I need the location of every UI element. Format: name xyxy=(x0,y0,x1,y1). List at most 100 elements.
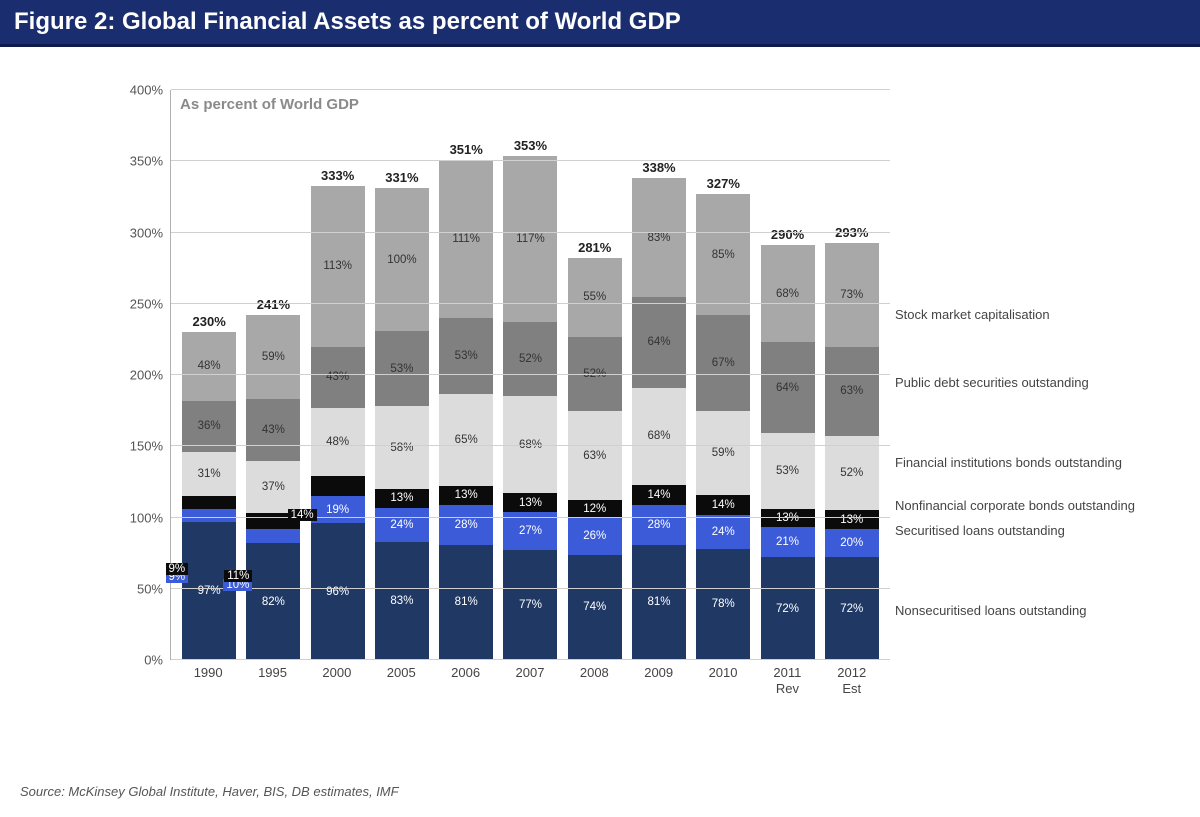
x-tick-sublabel: Rev xyxy=(776,681,799,696)
bar-segment-stock_mkt: 59% xyxy=(246,315,300,399)
bar-segment-stock_mkt: 111% xyxy=(439,160,493,318)
segment-value-label: 81% xyxy=(647,596,670,608)
segment-value-label: 20% xyxy=(840,537,863,549)
gridline xyxy=(171,232,890,233)
segment-value-label: 67% xyxy=(712,357,735,369)
bar-segment-stock_mkt: 68% xyxy=(761,245,815,342)
y-tick-label: 50% xyxy=(137,581,171,596)
segment-value-label: 26% xyxy=(583,530,606,542)
bar-segment-sec_loans: 21% xyxy=(761,527,815,557)
figure-title: Figure 2: Global Financial Assets as per… xyxy=(14,8,681,35)
bar-column: 74%26%12%63%52%55%281% xyxy=(568,258,622,660)
x-axis-labels: 1990199520002005200620072008200920102011… xyxy=(170,665,890,698)
bar-segment-fin_inst_bonds: 48% xyxy=(311,408,365,476)
bar-segment-sec_loans: 26% xyxy=(568,518,622,555)
segment-value-label: 21% xyxy=(776,536,799,548)
segment-value-label: 97% xyxy=(198,585,221,597)
segment-value-label: 72% xyxy=(776,603,799,615)
bar-segment-nonfin_corp_bonds xyxy=(182,496,236,509)
x-tick-label: 1990 xyxy=(181,665,235,698)
bar-segment-sec_loans: 20% xyxy=(825,529,879,558)
segment-value-label: 83% xyxy=(647,232,670,244)
bar-segment-nonfin_corp_bonds: 13% xyxy=(825,510,879,529)
x-tick-label: 2000 xyxy=(310,665,364,698)
bar-segment-public_debt: 63% xyxy=(825,347,879,437)
segment-value-label: 59% xyxy=(712,447,735,459)
bar-column: 97%31%36%48%230%9%9% xyxy=(182,332,236,660)
segment-value-label: 53% xyxy=(390,363,413,375)
gridline xyxy=(171,588,890,589)
segment-value-label: 53% xyxy=(776,465,799,477)
bar-total-label: 327% xyxy=(707,176,740,194)
bar-segment-stock_mkt: 83% xyxy=(632,178,686,296)
segment-value-label: 24% xyxy=(712,526,735,538)
bar-segment-sec_loans xyxy=(182,509,236,522)
bar-total-label: 338% xyxy=(642,160,675,178)
bar-total-label: 241% xyxy=(257,297,290,315)
bar-segment-fin_inst_bonds: 31% xyxy=(182,452,236,496)
segment-value-label: 31% xyxy=(198,468,221,480)
segment-value-label: 52% xyxy=(519,353,542,365)
bar-segment-nonfin_corp_bonds: 13% xyxy=(503,493,557,512)
x-tick-label: 2012Est xyxy=(825,665,879,698)
gridline xyxy=(171,374,890,375)
bar-segment-fin_inst_bonds: 52% xyxy=(825,436,879,510)
segment-value-label: 78% xyxy=(712,598,735,610)
segment-value-label: 77% xyxy=(519,599,542,611)
bar-segment-public_debt: 52% xyxy=(503,322,557,396)
bar-segment-public_debt: 43% xyxy=(246,399,300,460)
bar-column: 83%24%13%58%53%100%331% xyxy=(375,188,429,660)
bar-segment-nonsec_loans: 96% xyxy=(311,523,365,660)
bar-segment-nonfin_corp_bonds: 13% xyxy=(439,486,493,505)
bar-column: 82%37%43%59%241%10%11% xyxy=(246,315,300,660)
y-tick-label: 350% xyxy=(130,154,171,169)
segment-value-label: 113% xyxy=(323,260,352,272)
segment-value-label: 28% xyxy=(455,519,478,531)
legend-item-stock_mkt: Stock market capitalisation xyxy=(895,307,1155,323)
bar-segment-fin_inst_bonds: 63% xyxy=(568,411,622,501)
bar-segment-nonsec_loans: 72% xyxy=(825,557,879,660)
figure-title-bar: Figure 2: Global Financial Assets as per… xyxy=(0,0,1200,47)
bar-segment-stock_mkt: 73% xyxy=(825,243,879,347)
bar-total-label: 293% xyxy=(835,225,868,243)
segment-value-label: 13% xyxy=(840,514,863,526)
bar-segment-sec_loans: 19% xyxy=(311,496,365,523)
source-note: Source: McKinsey Global Institute, Haver… xyxy=(20,784,399,799)
gridline xyxy=(171,517,890,518)
segment-value-label: 43% xyxy=(262,424,285,436)
bars-container: 97%31%36%48%230%9%9%82%37%43%59%241%10%1… xyxy=(171,90,890,660)
segment-value-label: 63% xyxy=(583,450,606,462)
segment-value-label-overflow: 11% xyxy=(224,570,252,582)
bar-segment-sec_loans: 27% xyxy=(503,512,557,550)
y-tick-label: 250% xyxy=(130,296,171,311)
segment-value-label: 64% xyxy=(647,336,670,348)
bar-total-label: 281% xyxy=(578,240,611,258)
bar-segment-public_debt: 64% xyxy=(761,342,815,433)
y-tick-label: 0% xyxy=(144,653,171,668)
bar-segment-public_debt: 43% xyxy=(311,347,365,408)
bar-segment-nonsec_loans: 83% xyxy=(375,542,429,660)
bar-segment-nonfin_corp_bonds: 14% xyxy=(696,495,750,515)
plot-area: 97%31%36%48%230%9%9%82%37%43%59%241%10%1… xyxy=(170,90,890,660)
segment-value-label: 12% xyxy=(583,503,606,515)
segment-value-label: 68% xyxy=(647,430,670,442)
segment-value-label: 111% xyxy=(452,233,480,245)
y-tick-label: 100% xyxy=(130,510,171,525)
y-tick-label: 400% xyxy=(130,83,171,98)
x-tick-label: 2007 xyxy=(503,665,557,698)
bar-total-label: 331% xyxy=(385,170,418,188)
segment-value-label: 58% xyxy=(390,442,413,454)
segment-value-label: 68% xyxy=(776,288,799,300)
segment-value-label: 37% xyxy=(262,481,285,493)
segment-value-label: 52% xyxy=(840,467,863,479)
segment-value-label: 13% xyxy=(390,492,413,504)
segment-value-label: 55% xyxy=(583,291,606,303)
segment-value-label: 81% xyxy=(455,596,478,608)
x-tick-label: 1995 xyxy=(246,665,300,698)
segment-value-label: 100% xyxy=(387,254,416,266)
legend-item-nonfin_corp_bonds: Nonfinancial corporate bonds outstanding xyxy=(895,498,1155,514)
segment-value-label: 13% xyxy=(455,489,478,501)
y-tick-label: 200% xyxy=(130,368,171,383)
segment-value-label: 19% xyxy=(326,504,349,516)
gridline xyxy=(171,89,890,90)
